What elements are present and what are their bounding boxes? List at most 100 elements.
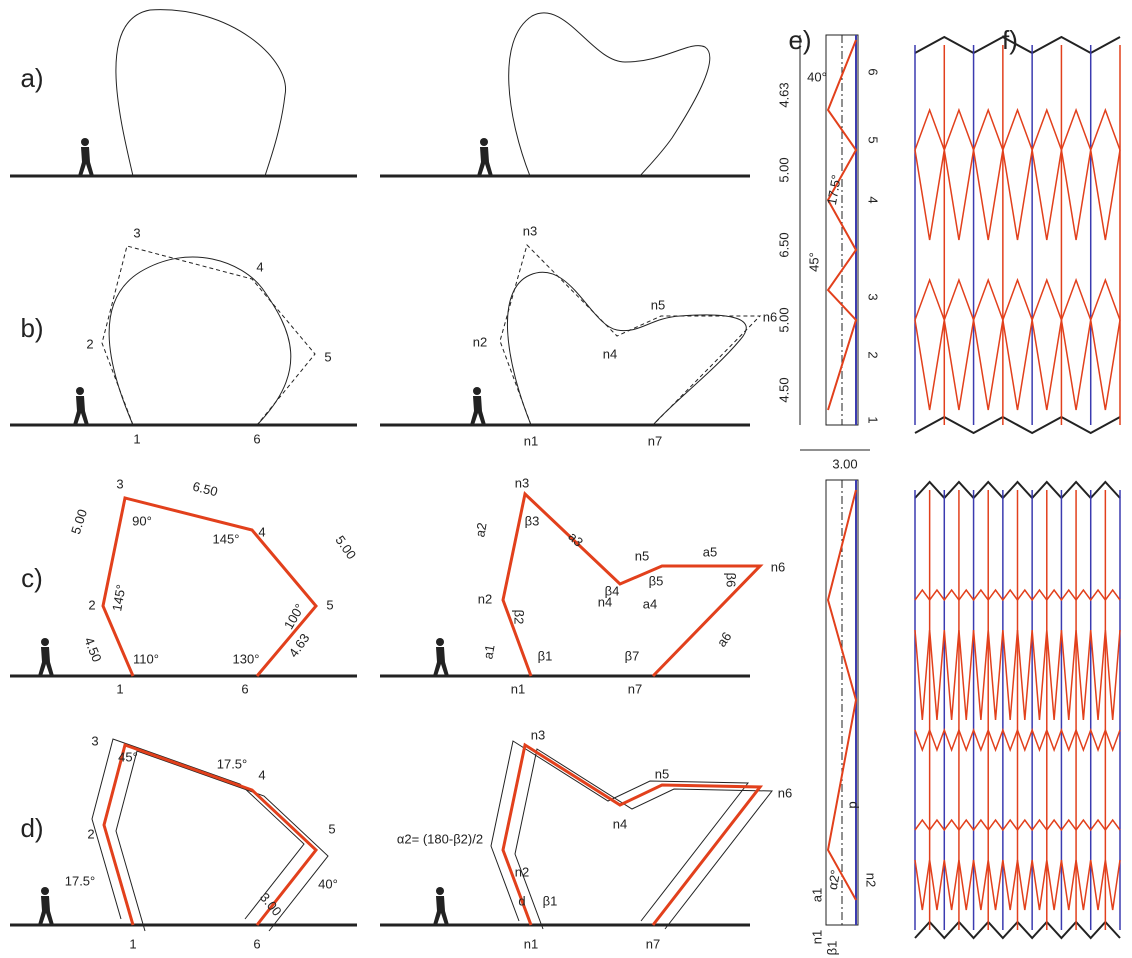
annotation: 2 bbox=[88, 597, 95, 612]
annotation: 100° bbox=[281, 601, 307, 632]
annotation: 6 bbox=[253, 936, 260, 951]
annotation: n4 bbox=[603, 346, 617, 361]
shape-a-left bbox=[116, 10, 286, 176]
annotation: a6 bbox=[714, 629, 735, 649]
annotation: 3 bbox=[133, 225, 140, 240]
annotation: n2 bbox=[515, 864, 529, 879]
annotation: 4 bbox=[258, 767, 265, 782]
control-b-right bbox=[500, 245, 760, 425]
pattern-f bbox=[915, 37, 1120, 938]
annotation: 40° bbox=[807, 69, 827, 84]
annotation: n7 bbox=[628, 681, 642, 696]
annotation: β7 bbox=[625, 648, 640, 663]
curve-b-left bbox=[109, 257, 291, 425]
fold-zigzag bbox=[915, 280, 1120, 320]
annotation: 17.5° bbox=[217, 756, 248, 771]
annotation: 90° bbox=[132, 513, 152, 528]
annotation: d bbox=[847, 801, 862, 808]
annotation: n5 bbox=[635, 548, 649, 563]
annotation: a1 bbox=[809, 888, 824, 902]
annotation: a1 bbox=[480, 643, 497, 660]
annotation: 145° bbox=[109, 583, 128, 612]
annotation: 5 bbox=[328, 821, 335, 836]
panel-label: c) bbox=[21, 563, 43, 593]
annotation: 5 bbox=[324, 349, 331, 364]
annotation: 4.50 bbox=[776, 377, 791, 402]
figure: a)b)c)d)e)f)123456n1n2n3n4n5n6n7123456n1… bbox=[0, 0, 1132, 958]
annotation: α2° bbox=[825, 869, 843, 891]
annotation: 110° bbox=[133, 651, 159, 666]
annotation: 3 bbox=[91, 733, 98, 748]
annotation: n5 bbox=[655, 766, 669, 781]
annotation: a2 bbox=[472, 521, 489, 538]
annotation: 130° bbox=[233, 651, 260, 666]
annotation: n1 bbox=[511, 681, 525, 696]
annotation: 4 bbox=[258, 524, 265, 539]
annotation: n2 bbox=[864, 873, 879, 887]
annotation: 2 bbox=[86, 336, 93, 351]
annotation: 4 bbox=[256, 259, 263, 274]
annotation: β4 bbox=[605, 583, 620, 598]
annotation: 17.5° bbox=[824, 173, 844, 206]
annotation: a4 bbox=[643, 596, 657, 611]
annotation: a5 bbox=[703, 544, 717, 559]
annotation: n6 bbox=[763, 309, 777, 324]
annotation: n3 bbox=[515, 475, 529, 490]
annotation: β2 bbox=[512, 610, 527, 625]
annotation: 5.00 bbox=[68, 507, 90, 536]
annotation: 1 bbox=[133, 431, 140, 446]
annotation: β6 bbox=[724, 573, 739, 588]
annotation: β3 bbox=[525, 513, 540, 528]
annotation: n2 bbox=[478, 591, 492, 606]
folds-d-right bbox=[491, 741, 772, 929]
annotation: 5 bbox=[326, 597, 333, 612]
annotation: n6 bbox=[778, 785, 792, 800]
annotation: 45° bbox=[806, 252, 821, 272]
panel-label: e) bbox=[788, 25, 811, 55]
annotation: 4.50 bbox=[81, 635, 104, 664]
control-b-left bbox=[102, 246, 315, 425]
panel-label: f) bbox=[1002, 25, 1018, 55]
curve-b-right bbox=[507, 272, 746, 425]
annotation: 6 bbox=[866, 68, 881, 75]
annotation: n1 bbox=[524, 936, 538, 951]
annotation: 6 bbox=[253, 431, 260, 446]
annotation: 2 bbox=[87, 826, 94, 841]
annotation: n5 bbox=[651, 297, 665, 312]
strip-e bbox=[800, 35, 870, 925]
annotation: 45° bbox=[118, 749, 138, 764]
annotation: n2 bbox=[473, 334, 487, 349]
panel-label: d) bbox=[20, 813, 43, 843]
annotation: 4 bbox=[866, 196, 881, 203]
annotation: 1 bbox=[129, 936, 136, 951]
annotation: n1 bbox=[809, 930, 824, 944]
annotation: n6 bbox=[771, 559, 785, 574]
panel-label: b) bbox=[20, 313, 43, 343]
fold-zigzag bbox=[915, 150, 1120, 240]
annotation: 6.50 bbox=[191, 479, 219, 500]
annotation: 5.00 bbox=[332, 533, 359, 562]
annotation: β1 bbox=[543, 893, 558, 908]
annotation: β1 bbox=[538, 648, 553, 663]
annotation: 40° bbox=[318, 876, 338, 891]
annotation: 1 bbox=[866, 416, 881, 423]
annotation: 3 bbox=[866, 293, 881, 300]
annotation: n3 bbox=[523, 223, 537, 238]
annotation: a3 bbox=[565, 529, 586, 550]
annotation: 6.50 bbox=[776, 232, 791, 257]
annotation: d bbox=[518, 893, 525, 908]
annotation: 3.00 bbox=[832, 456, 857, 471]
annotation: 5.00 bbox=[776, 157, 791, 182]
annotation: β1 bbox=[824, 941, 839, 956]
annotation: 5 bbox=[866, 136, 881, 143]
annotation: 1 bbox=[116, 681, 123, 696]
annotation: n1 bbox=[524, 433, 538, 448]
shape-a-right bbox=[509, 13, 710, 176]
fold-zigzag bbox=[915, 110, 1120, 150]
annotation: n4 bbox=[613, 816, 627, 831]
annotation: 2 bbox=[866, 351, 881, 358]
fold-edge bbox=[915, 417, 1120, 433]
folds-d-left bbox=[92, 739, 328, 931]
annotation: 17.5° bbox=[65, 873, 96, 888]
